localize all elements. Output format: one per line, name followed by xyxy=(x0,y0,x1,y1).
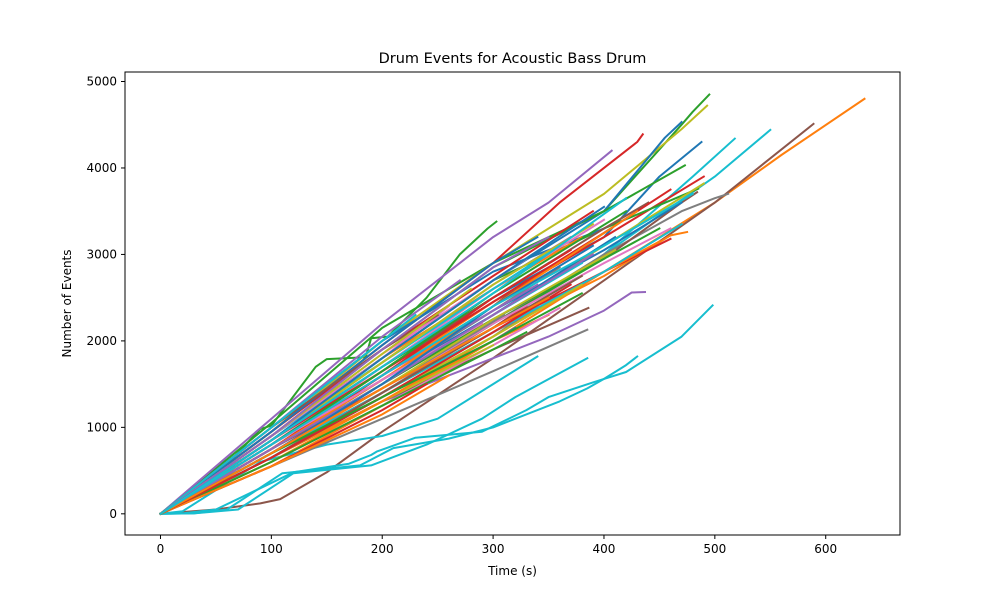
series-line-40 xyxy=(159,235,539,516)
y-tick-label: 2000 xyxy=(86,334,117,348)
x-tick-label: 600 xyxy=(814,542,837,556)
series-line-22 xyxy=(159,355,539,515)
x-axis: 0 100 200 300 400 500 600 xyxy=(157,535,837,556)
x-axis-label: Time (s) xyxy=(487,564,537,578)
series-line-21 xyxy=(159,356,589,515)
series-line-81 xyxy=(159,296,550,516)
y-axis-label: Number of Events xyxy=(60,249,74,357)
x-tick-label: 400 xyxy=(593,542,616,556)
series-line-67 xyxy=(159,235,550,516)
plot-frame xyxy=(124,71,901,536)
x-tick-label: 100 xyxy=(260,542,283,556)
series-line-62 xyxy=(159,374,451,516)
series-line-72 xyxy=(159,196,628,516)
y-tick-label: 4000 xyxy=(86,161,117,175)
y-tick-label: 0 xyxy=(109,507,117,521)
x-tick-label: 300 xyxy=(482,542,505,556)
x-tick-label: 200 xyxy=(371,542,394,556)
x-tick-label: 500 xyxy=(703,542,726,556)
y-tick-label: 3000 xyxy=(86,247,117,261)
series-line-4 xyxy=(159,149,614,516)
series-layer xyxy=(159,93,866,516)
y-tick-label: 5000 xyxy=(86,75,117,89)
x-tick-label: 0 xyxy=(157,542,165,556)
y-axis: 0 1000 2000 3000 4000 5000 xyxy=(86,75,125,521)
series-line-65 xyxy=(159,313,417,516)
series-line-82 xyxy=(159,192,695,516)
y-tick-label: 1000 xyxy=(86,420,117,434)
series-line-60 xyxy=(159,330,528,516)
chart-title: Drum Events for Acoustic Bass Drum xyxy=(379,51,647,67)
